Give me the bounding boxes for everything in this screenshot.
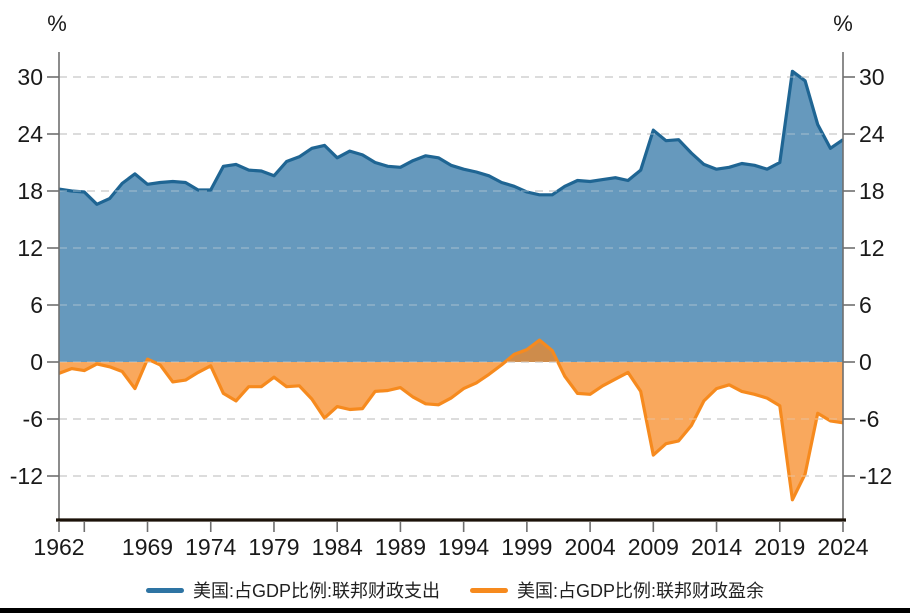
- x-tick-label: 1994: [438, 534, 489, 560]
- y-tick-label-right: -6: [859, 406, 879, 432]
- bottom-bar: [0, 608, 910, 613]
- x-tick-label: 1979: [248, 534, 299, 560]
- axes: [47, 52, 855, 532]
- tick-labels: 30 30 24 24 18 18 12 12 6 6 0 0 -6 -6 -12 -12 1962 1969 19…: [10, 64, 893, 560]
- x-tick-label: 2004: [565, 534, 616, 560]
- area-fill-series-0: [59, 71, 843, 363]
- y-tick-label-right: 6: [859, 292, 872, 318]
- legend: 美国:占GDP比例:联邦财政支出 美国:占GDP比例:联邦财政盈余: [0, 577, 910, 603]
- legend-item-0: 美国:占GDP比例:联邦财政支出: [145, 577, 440, 603]
- legend-swatch-0: [145, 587, 184, 593]
- gridlines-overlay: [59, 76, 843, 477]
- x-tick-label: 1999: [501, 534, 552, 560]
- x-tick-label: 2024: [817, 534, 868, 560]
- y-tick-label-right: 30: [859, 64, 885, 90]
- y-tick-label-left: -12: [10, 463, 43, 489]
- y-tick-label-left: -6: [23, 406, 43, 432]
- chart-canvas: % % 30 30 24 24 18 18 12 12 6 6 0 0 -6 -6 -12 -12 1962 19…: [10, 11, 893, 560]
- x-tick-label: 1962: [33, 534, 84, 560]
- legend-label-0: 美国:占GDP比例:联邦财政支出: [192, 581, 440, 601]
- y-tick-label-left: 6: [30, 292, 43, 318]
- y-tick-label-left: 24: [17, 121, 43, 147]
- area-series: [58, 69, 844, 502]
- x-tick-label: 2014: [691, 534, 742, 560]
- y-tick-label-right: 0: [859, 349, 872, 375]
- y-tick-label-right: 24: [859, 121, 885, 147]
- y-tick-label-left: 18: [17, 178, 43, 204]
- line-series-1: [58, 338, 844, 502]
- y-tick-label-right: 12: [859, 235, 885, 261]
- y-tick-label-left: 12: [17, 235, 43, 261]
- x-tick-label: 2019: [754, 534, 805, 560]
- y-tick-label-right: 18: [859, 178, 885, 204]
- x-tick-label: 1969: [122, 534, 173, 560]
- y-axis-unit-right: %: [833, 11, 853, 36]
- y-tick-label-left: 30: [17, 64, 43, 90]
- y-tick-label-left: 0: [30, 349, 43, 375]
- area-fill-series-1: [59, 340, 843, 500]
- y-tick-label-right: -12: [859, 463, 892, 489]
- line-series-0: [58, 69, 844, 206]
- x-tick-label: 2009: [628, 534, 679, 560]
- legend-swatch-1: [470, 587, 508, 593]
- y-axis-unit-left: %: [47, 11, 67, 36]
- x-tick-label: 1989: [375, 534, 426, 560]
- legend-label-1: 美国:占GDP比例:联邦财政盈余: [517, 581, 765, 601]
- legend-item-1: 美国:占GDP比例:联邦财政盈余: [470, 577, 764, 603]
- x-tick-label: 1974: [185, 534, 236, 560]
- x-tick-label: 1984: [312, 534, 363, 560]
